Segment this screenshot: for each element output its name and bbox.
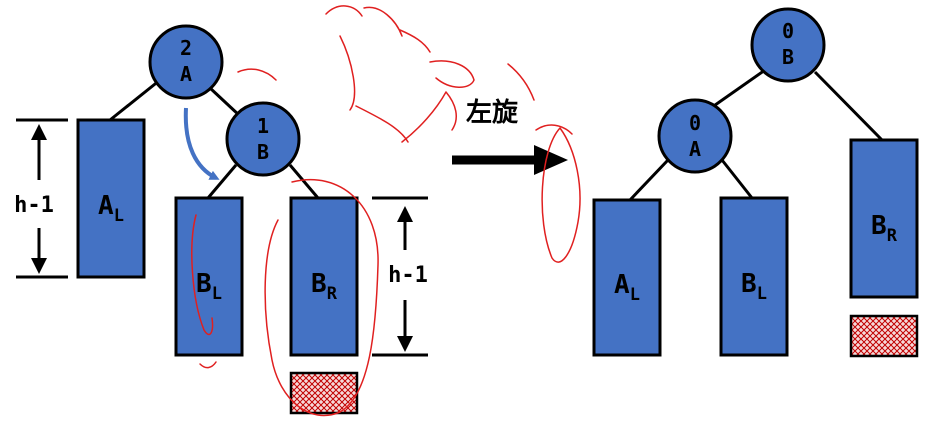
rotation-arrow-icon	[534, 145, 568, 175]
subtree-bl-left-sub: L	[212, 284, 222, 304]
subtree-al-right-label: A	[614, 270, 630, 300]
subtree-br-left-label: B	[311, 269, 327, 299]
pen-scribble-top	[325, 5, 475, 143]
node-b-right-balance: 0	[782, 19, 794, 43]
pen-loop-around-bl	[191, 214, 214, 336]
svg-text:BL: BL	[196, 269, 222, 304]
subtree-bl-left-label: B	[196, 269, 212, 299]
curved-arrow-icon	[183, 107, 220, 180]
edge-b-to-br	[288, 164, 320, 199]
height-marker-right: h-1	[372, 196, 428, 357]
node-a-left-balance: 2	[180, 36, 192, 60]
subtree-bl-left	[174, 196, 244, 357]
svg-text:BL: BL	[741, 269, 767, 304]
subtree-al-right	[592, 198, 662, 357]
subtree-bl-right-sub: L	[757, 284, 767, 304]
pen-loop-near-arrow	[541, 127, 581, 263]
svg-text:AL: AL	[98, 191, 124, 226]
edge-a-to-al	[109, 78, 161, 122]
subtree-al-left-sub: L	[114, 206, 124, 226]
node-b-left-name: B	[257, 140, 269, 164]
pen-loop-around-br	[264, 178, 379, 417]
left-tree: AL BL BR 2 A 1 B h-1	[14, 24, 428, 415]
pen-tick-left	[199, 361, 217, 369]
pen-scribble-right	[507, 63, 573, 135]
node-b-right	[750, 7, 826, 83]
svg-text:BR: BR	[871, 211, 898, 246]
rotation-label: 左旋	[466, 98, 519, 128]
edge-a-to-al	[628, 158, 670, 202]
subtree-br-right	[849, 138, 919, 299]
node-b-left	[225, 101, 301, 177]
node-a-right-balance: 0	[689, 111, 701, 135]
height-marker-left: h-1	[14, 118, 68, 279]
node-a-left	[148, 24, 224, 100]
edge-b-to-a	[707, 68, 766, 112]
height-label-left: h-1	[14, 193, 54, 218]
subtree-al-left	[76, 118, 146, 279]
subtree-br-left	[289, 196, 359, 357]
edge-b-to-br	[813, 70, 884, 142]
right-tree: AL BL BR 0 B 0 A	[592, 7, 919, 358]
edge-a-to-b	[208, 86, 242, 118]
node-a-right	[657, 98, 733, 174]
pen-annotations	[191, 5, 581, 417]
subtree-bl-right-label: B	[741, 269, 757, 299]
node-a-right-name: A	[689, 137, 701, 161]
subtree-bl-right	[719, 196, 789, 357]
subtree-br-right-label: B	[871, 211, 887, 241]
node-b-left-balance: 1	[257, 114, 269, 138]
rotation-operation: 左旋	[452, 98, 568, 175]
svg-text:AL: AL	[614, 270, 640, 305]
subtree-al-left-label: A	[98, 191, 114, 221]
pen-scribble-mid	[237, 68, 458, 143]
subtree-br-right-sub: R	[887, 226, 898, 246]
node-a-left-name: A	[180, 62, 192, 86]
height-label-right: h-1	[388, 263, 428, 288]
subtree-br-left-sub: R	[327, 284, 338, 304]
svg-text:BR: BR	[311, 269, 338, 304]
edge-a-to-bl	[720, 159, 754, 199]
inserted-block-left	[289, 371, 359, 415]
inserted-block-right	[849, 314, 919, 358]
edge-b-to-bl	[206, 164, 238, 199]
node-b-right-name: B	[782, 45, 794, 69]
subtree-al-right-sub: L	[630, 285, 640, 305]
